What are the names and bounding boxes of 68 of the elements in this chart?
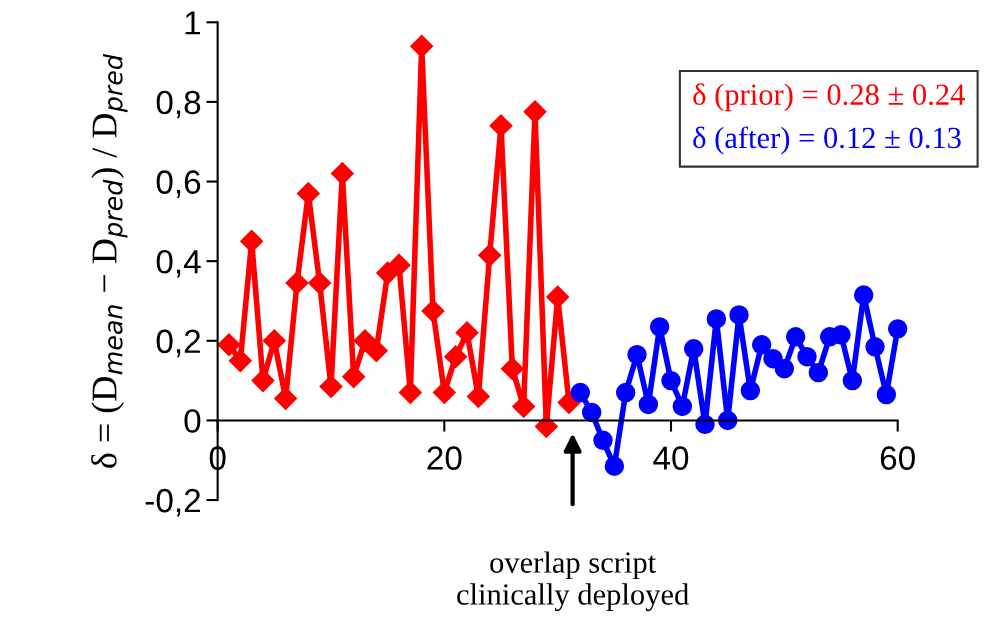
point [228,349,252,373]
point [649,317,670,337]
point [729,305,749,325]
point [308,271,332,295]
point [751,335,772,355]
point [410,34,434,58]
point [661,370,681,391]
point [785,327,806,347]
y-tick-label: 0,8 [156,90,201,119]
point [342,365,366,389]
point [251,369,275,393]
point [387,253,411,277]
point [546,285,570,309]
point [285,271,309,295]
y-axis-title: δ = (D$_{mean}$ − D$_{pred}$) / D$_{pred}$ [91,54,128,468]
point [774,358,795,379]
point [638,394,659,415]
point [570,382,591,403]
point [808,362,829,383]
point [853,285,874,305]
y-tick-label: 1 [185,11,201,35]
point [557,391,581,415]
point [274,387,298,411]
point [512,394,536,418]
x-tick-label: 20 [427,446,462,470]
point [319,375,343,399]
point [296,181,320,205]
text: δ (after) = 0.12 ± 0.13 [693,126,961,155]
point [887,319,908,339]
text: overlap script clinically deployed [457,551,689,612]
point [444,345,468,369]
point [478,243,502,267]
point [740,380,761,401]
point [330,162,354,186]
x-tick-label: 60 [880,446,915,470]
point [604,456,625,476]
point [683,339,704,359]
point [627,345,647,365]
point [455,321,479,345]
point [523,100,547,124]
point [353,329,377,353]
point [466,385,490,409]
point [364,339,388,363]
point [865,337,885,357]
text: δ (prior) = 0.28 ± 0.24 [693,83,965,112]
point [706,309,727,329]
y-tick-label: 0,4 [156,249,201,278]
point [432,381,456,405]
y-tick-label: 0,6 [156,170,201,198]
point [500,357,524,381]
x-tick-label: 40 [653,446,689,470]
point [398,381,422,405]
point [217,333,241,357]
point [421,299,445,323]
point [489,114,513,138]
point [593,430,613,451]
point [240,229,264,253]
point [831,325,851,345]
point [842,370,863,391]
point [534,414,558,438]
y-tick-label: 0 [184,409,201,433]
point [615,382,636,403]
y-tick-label: 0,2 [156,329,201,358]
point [581,402,602,423]
point [876,384,897,405]
point [797,346,817,367]
y-tick-label: -0,2 [145,488,201,517]
point [672,396,693,417]
